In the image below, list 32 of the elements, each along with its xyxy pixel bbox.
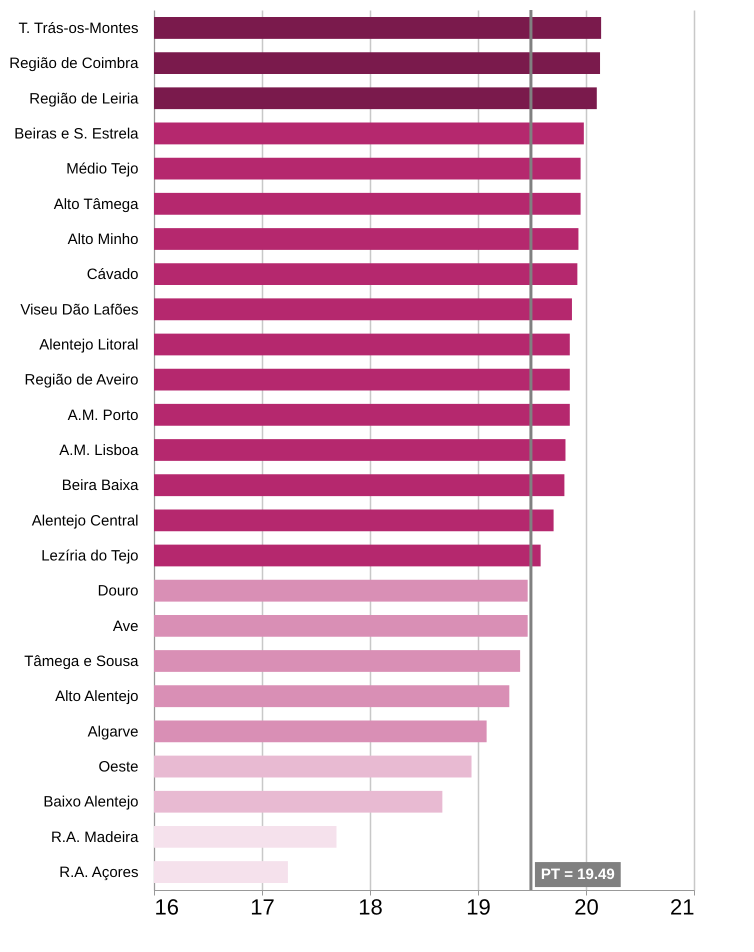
ref-line-label: PT = 19.49 — [540, 866, 615, 884]
y-tick-label: R.A. Açores — [59, 864, 138, 882]
x-tick-label: 17 — [250, 894, 275, 920]
y-tick-label: Região de Leiria — [29, 90, 140, 108]
x-tick-label: 21 — [670, 894, 694, 920]
y-tick-label: T. Trás-os-Montes — [18, 20, 138, 37]
x-tick-label: 20 — [574, 894, 599, 920]
y-tick-label: Douro — [98, 582, 138, 600]
y-tick-label: Ave — [112, 618, 138, 635]
y-tick-label: Oeste — [98, 758, 138, 776]
y-tick-label: R.A. Madeira — [50, 828, 140, 846]
y-tick-label: Lezíria do Tejo — [41, 548, 138, 565]
y-tick-label: Região de Aveiro — [24, 372, 138, 389]
y-tick-label: Cávado — [86, 266, 138, 284]
x-tick-label: 19 — [466, 894, 491, 920]
y-tick-label: Médio Tejo — [66, 160, 138, 178]
y-tick-label: Algarve — [88, 723, 138, 740]
y-tick-label: A.M. Porto — [68, 406, 138, 424]
x-tick-label: 16 — [154, 894, 179, 920]
y-tick-label: Viseu Dão Lafões — [20, 301, 138, 318]
y-tick-label: Baixo Alentejo — [43, 794, 138, 811]
y-tick-label: Alentejo Central — [32, 512, 138, 530]
y-tick-label: Alto Alentejo — [55, 688, 138, 706]
y-tick-label: Alto Minho — [68, 230, 138, 248]
y-tick-label: Alentejo Litoral — [39, 336, 138, 354]
y-tick-label: Beira Baixa — [62, 477, 140, 494]
y-tick-label: Alto Tâmega — [54, 196, 140, 213]
x-tick-label: 18 — [358, 894, 383, 920]
y-tick-label: Região de Coimbra — [9, 55, 140, 72]
y-tick-label: Beiras e S. Estrela — [14, 125, 140, 142]
y-tick-label: A.M. Lisboa — [59, 442, 140, 459]
y-tick-label: Tâmega e Sousa — [24, 653, 140, 670]
